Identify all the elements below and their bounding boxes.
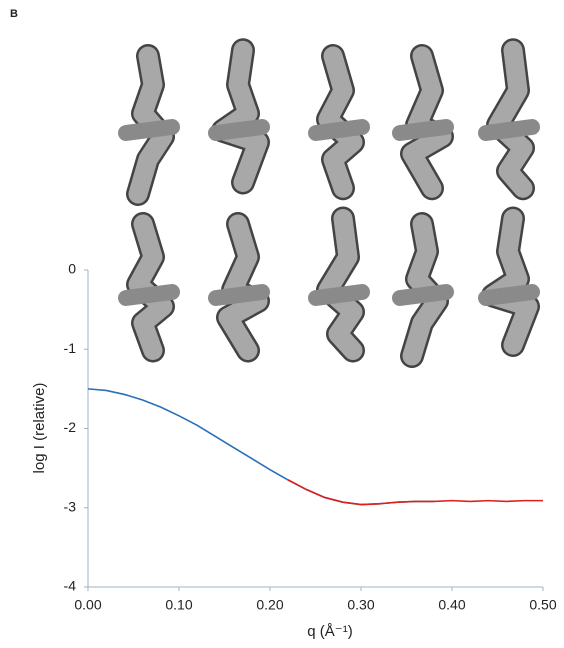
model-body [488, 40, 533, 198]
model-arm [392, 284, 454, 306]
model-body [213, 40, 268, 192]
x-tick-label: 0.20 [256, 597, 283, 613]
y-tick-label: 0 [68, 261, 76, 277]
series-line [87, 388, 434, 506]
y-tick-label: -4 [64, 578, 77, 594]
x-tick-label: 0.50 [529, 597, 556, 613]
x-tick-label: 0.10 [165, 597, 192, 613]
model-arm [118, 119, 180, 141]
y-tick-label: -2 [64, 419, 77, 435]
x-tick-label: 0.00 [74, 597, 101, 613]
x-tick-label: 0.40 [438, 597, 465, 613]
model-arm [478, 284, 540, 306]
y-tick-label: -3 [64, 498, 77, 514]
model-body [318, 209, 363, 360]
model-arm [118, 284, 180, 306]
model-arm [478, 119, 540, 141]
series-line [287, 479, 543, 506]
panel-label: B [10, 8, 18, 20]
model-arm [308, 119, 370, 141]
x-axis-label: q (Å⁻¹) [307, 623, 352, 640]
y-axis-label: log I (relative) [31, 383, 48, 474]
y-tick-label: -1 [64, 340, 77, 356]
model-arm [208, 119, 270, 141]
model-arm [208, 284, 270, 306]
model-body [483, 209, 538, 355]
molecular-models [118, 38, 540, 368]
model-arm [392, 119, 454, 141]
x-tick-label: 0.30 [347, 597, 374, 613]
model-arm [308, 284, 370, 306]
